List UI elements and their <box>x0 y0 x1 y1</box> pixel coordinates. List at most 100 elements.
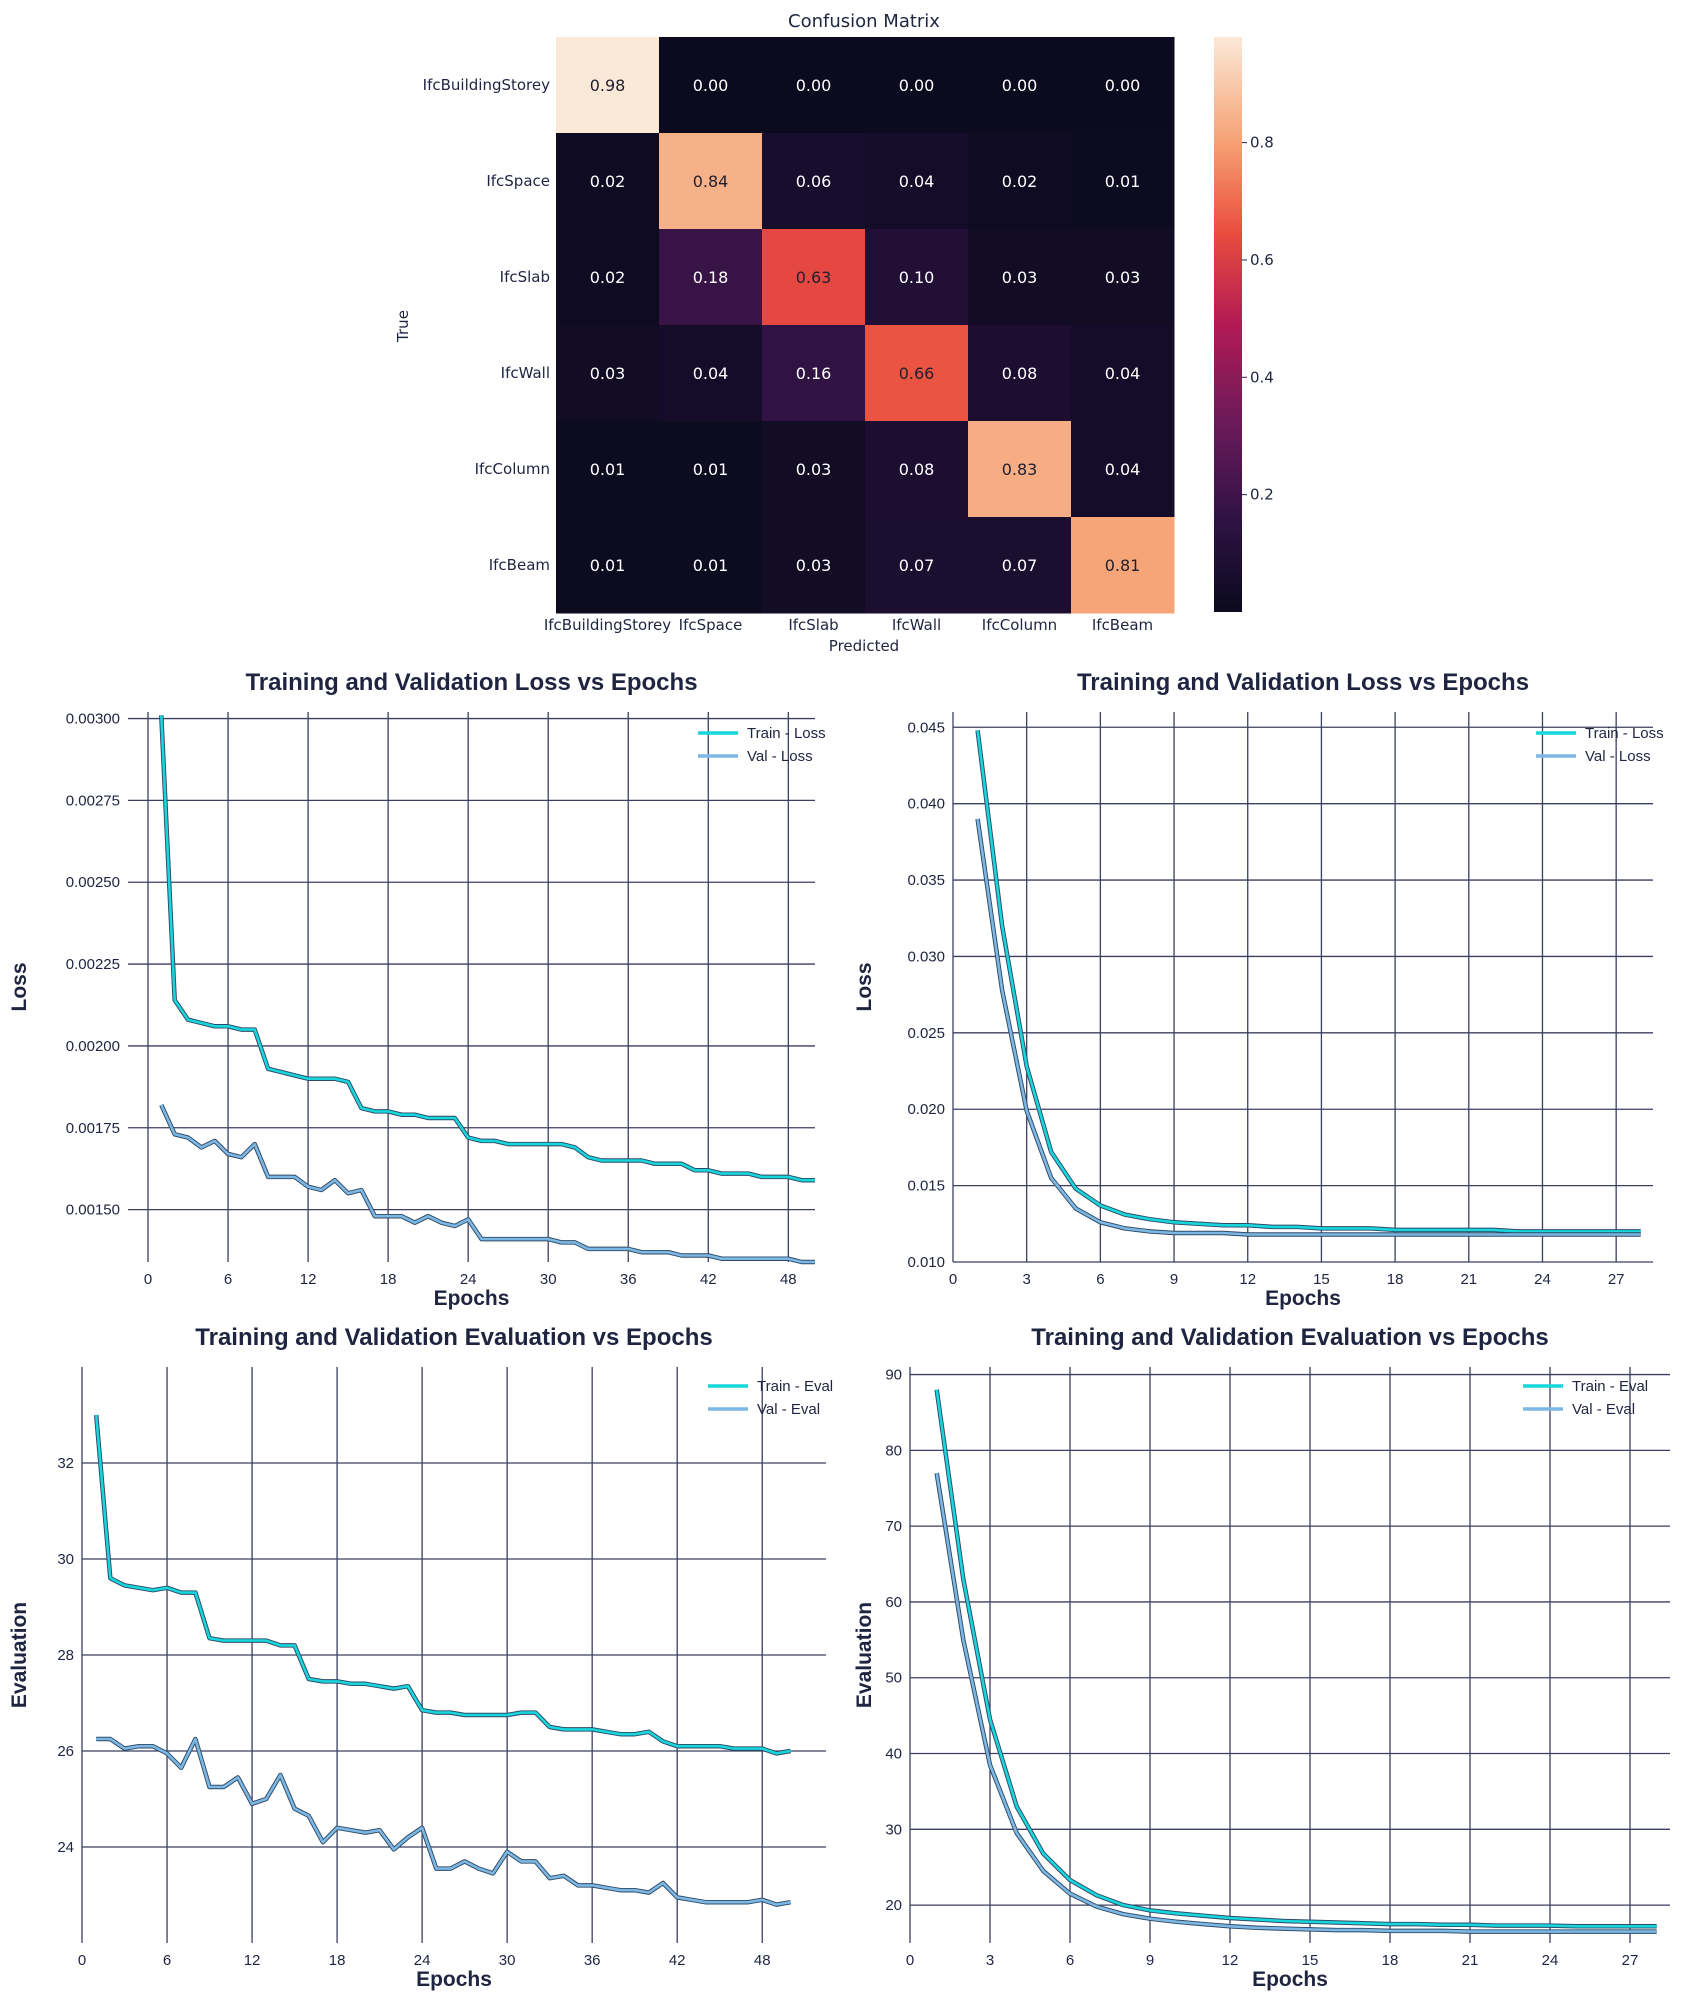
chart2-y-tick-label: 0.035 <box>907 872 945 889</box>
chart2-gridlines <box>952 712 1653 1263</box>
cm-cell-label: 0.08 <box>899 460 935 479</box>
chart2-series-1-line <box>976 818 1641 1236</box>
cm-cell <box>1071 517 1175 614</box>
cm-col-label: IfcWall <box>892 616 941 634</box>
cm-cell <box>1071 37 1175 134</box>
cm-cell <box>762 37 866 134</box>
cm-row-label: IfcSlab <box>500 268 550 286</box>
chart1-x-tick-label: 18 <box>380 1271 397 1288</box>
chart3-legend: Train - Eval Val - Eval <box>708 1378 833 1418</box>
cm-cell-label: 0.08 <box>1002 364 1038 383</box>
chart4-y-axis-label: Evaluation <box>853 1602 876 1708</box>
cm-cell <box>968 325 1072 422</box>
cm-row-label: IfcBeam <box>489 556 550 574</box>
chart2-x-tick-label: 12 <box>1239 1271 1256 1288</box>
cm-cell-label: 0.04 <box>1105 460 1141 479</box>
cm-cell <box>556 133 660 230</box>
cm-cell-label: 0.84 <box>693 172 729 191</box>
chart1-x-tick-label: 42 <box>700 1271 717 1288</box>
cm-cell <box>865 421 969 518</box>
cm-cell <box>556 517 660 614</box>
chart1-x-tick-label: 24 <box>460 1271 477 1288</box>
chart2-series-0-outline <box>975 730 1641 1234</box>
cm-row-label: IfcColumn <box>475 460 550 478</box>
chart3-series-0-outline <box>93 1414 791 1756</box>
cm-title: Confusion Matrix <box>788 11 940 32</box>
cm-cell-label: 0.01 <box>590 460 626 479</box>
cm-cell-label: 0.07 <box>899 556 935 575</box>
chart1-series-1-line <box>160 1104 815 1264</box>
chart1-x-tick-label: 36 <box>620 1271 637 1288</box>
chart2-y-tick-label: 0.040 <box>907 796 945 813</box>
chart1-x-tick-label: 48 <box>780 1271 797 1288</box>
cm-cell <box>659 229 763 326</box>
chart1-gridlines <box>128 712 815 1262</box>
chart4-title: Training and Validation Evaluation vs Ep… <box>1031 1324 1548 1351</box>
chart4-x-tick-label: 9 <box>1146 1952 1154 1969</box>
cm-cell-label: 0.98 <box>590 76 626 95</box>
chart1-x-tick-label: 12 <box>300 1271 317 1288</box>
chart4-series-0-outline <box>934 1389 1657 1929</box>
chart3-y-tick-label: 28 <box>57 1647 74 1664</box>
chart4-y-tick-label: 70 <box>885 1518 902 1535</box>
chart2-x-tick-label: 21 <box>1460 1271 1477 1288</box>
cm-cell-label: 0.18 <box>693 268 729 287</box>
chart2-y-tick-label: 0.010 <box>907 1254 945 1271</box>
chart2-x-tick-label: 9 <box>1170 1271 1178 1288</box>
cm-cell <box>968 517 1072 614</box>
cm-cell <box>865 133 969 230</box>
cm-cell-label: 0.66 <box>899 364 935 383</box>
cm-cell <box>865 325 969 422</box>
cm-cell <box>556 37 660 134</box>
chart1-y-tick-label: 0.00250 <box>66 874 120 891</box>
chart3-y-axis-label: Evaluation <box>8 1602 31 1708</box>
chart4-x-tick-label: 27 <box>1622 1952 1639 1969</box>
cm-cell-label: 0.07 <box>1002 556 1038 575</box>
cm-cell <box>556 421 660 518</box>
chart3-x-tick-label: 6 <box>163 1952 171 1969</box>
cm-colorbar-tick-label: 0.4 <box>1250 368 1274 386</box>
chart2-series-1-outline <box>975 818 1641 1237</box>
cm-cell-label: 0.01 <box>590 556 626 575</box>
cm-row-label: IfcSpace <box>486 172 550 190</box>
cm-cell-label: 0.81 <box>1105 556 1141 575</box>
chart4-legend-label: Val - Eval <box>1572 1401 1635 1418</box>
cm-cell-label: 0.00 <box>693 76 729 95</box>
chart1-legend-label: Train - Loss <box>747 725 826 742</box>
chart1-x-tick-label: 0 <box>144 1271 152 1288</box>
cm-ylabel: True <box>394 310 412 343</box>
cm-cell-label: 0.01 <box>1105 172 1141 191</box>
cm-row-label: IfcWall <box>501 364 550 382</box>
chart4-y-tick-label: 80 <box>885 1442 902 1459</box>
chart1-legend-label: Val - Loss <box>747 748 813 765</box>
chart3-series-1-line <box>96 1737 791 1906</box>
chart4-y-tick-label: 20 <box>885 1897 902 1914</box>
chart1-y-axis-label: Loss <box>8 962 31 1011</box>
chart2-y-axis-label: Loss <box>853 962 876 1011</box>
chart2-legend-label: Val - Loss <box>1585 748 1651 765</box>
cm-cell <box>968 421 1072 518</box>
cm-row-label: IfcBuildingStorey <box>423 76 550 94</box>
cm-cell <box>968 37 1072 134</box>
chart3-legend-label: Val - Eval <box>757 1401 820 1418</box>
chart3-y-tick-label: 32 <box>57 1455 74 1472</box>
chart4-x-tick-label: 3 <box>986 1952 994 1969</box>
chart4-x-tick-label: 15 <box>1302 1952 1319 1969</box>
cm-cell-label: 0.63 <box>796 268 832 287</box>
chart4-x-axis-label: Epochs <box>1252 1968 1328 1991</box>
chart4-legend-label: Train - Eval <box>1572 1378 1648 1395</box>
chart1-y-tick-label: 0.00225 <box>66 956 120 973</box>
chart3-series-0-line <box>94 1414 791 1755</box>
cm-colorbar-tick-label: 0.2 <box>1250 486 1274 504</box>
cm-col-label: IfcColumn <box>982 616 1057 634</box>
chart3-x-tick-label: 36 <box>584 1952 601 1969</box>
chart3-x-tick-label: 30 <box>499 1952 516 1969</box>
chart4-y-tick-label: 50 <box>885 1670 902 1687</box>
cm-cell-label: 0.04 <box>1105 364 1141 383</box>
evaluation-chart-left: Training and Validation Evaluation vs Ep… <box>8 1324 833 1991</box>
chart1-legend: Train - Loss Val - Loss <box>698 725 826 765</box>
cm-cell-label: 0.04 <box>693 364 729 383</box>
cm-cell-label: 0.02 <box>1002 172 1038 191</box>
chart4-y-tick-label: 40 <box>885 1746 902 1763</box>
cm-colorbar-tick-label: 0.6 <box>1250 251 1274 269</box>
